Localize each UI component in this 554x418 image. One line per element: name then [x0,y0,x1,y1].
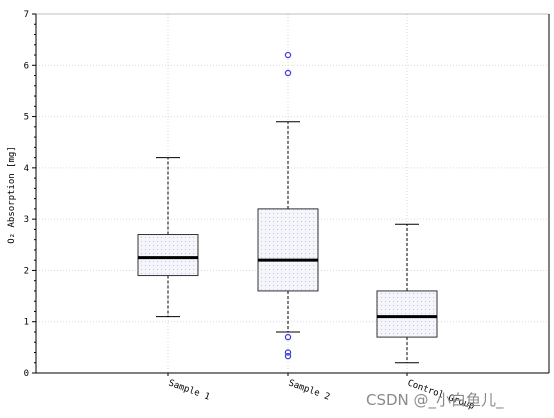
grid-lines [36,14,549,373]
boxes [137,51,438,364]
y-axis-ticks: 0 1 2 3 4 5 6 7 [24,10,36,379]
y-tick-label-0: 0 [24,369,29,379]
y-tick-label-2: 2 [24,266,29,276]
outlier-point [284,352,292,360]
outlier-point [284,333,292,341]
box-iqr [376,290,438,338]
watermark-text: CSDN @_小白鱼儿_ [366,391,504,410]
x-category-label-2: Sample 2 [287,378,331,402]
y-tick-label-1: 1 [24,318,29,328]
box-3 [376,223,438,364]
box-2 [257,51,319,360]
y-tick-label-6: 6 [24,61,29,71]
box-iqr [257,208,319,292]
outlier-point [284,349,292,356]
box-1 [137,157,199,318]
y-tick-label-3: 3 [24,215,29,225]
y-tick-label-7: 7 [24,10,29,20]
y-axis-label: O₂ Absorption [mg] [7,146,17,244]
plot-frame [35,13,550,374]
y-tick-label-5: 5 [24,113,29,123]
outlier-point [284,69,292,77]
y-tick-label-4: 4 [24,164,29,174]
x-category-label-1: Sample 1 [167,378,211,402]
outlier-point [284,51,292,59]
box-iqr [137,234,199,277]
